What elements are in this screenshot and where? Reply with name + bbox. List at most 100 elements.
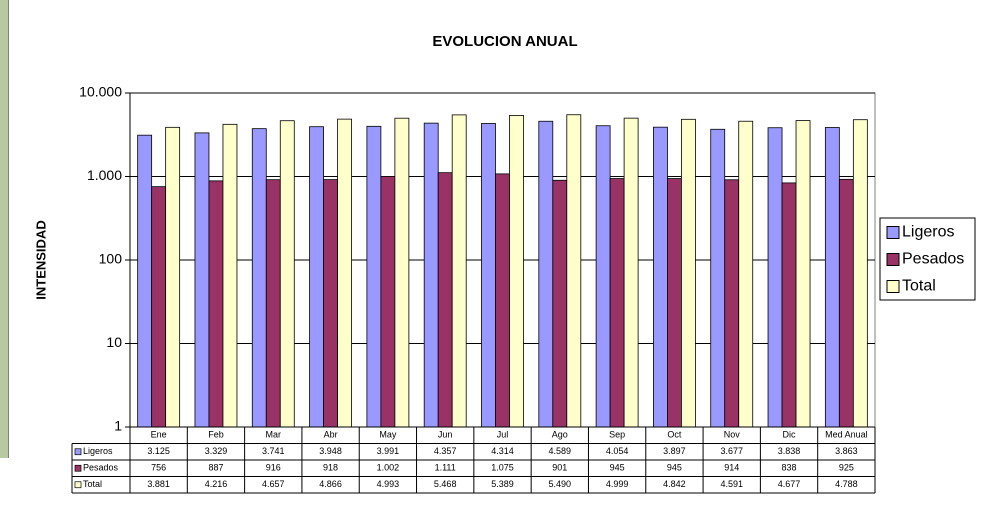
bar (265, 179, 281, 428)
bar (380, 176, 396, 428)
table-cell: 4.216 (205, 479, 228, 489)
table-cell: 925 (839, 463, 854, 473)
table-cell: 4.999 (606, 479, 629, 489)
legend-label: Pesados (902, 251, 964, 268)
legend-key (886, 226, 900, 239)
table-cell: 4.866 (319, 479, 342, 489)
chart-title: EVOLUCION ANUAL (432, 33, 577, 50)
y-tick-label: 10.000 (79, 84, 122, 100)
bar (309, 126, 324, 428)
table-key (74, 481, 82, 489)
x-tick-label: Oct (667, 430, 682, 440)
bar (538, 120, 554, 428)
table-cell: 945 (610, 463, 625, 473)
bar (595, 125, 611, 428)
x-tick-label: Sep (609, 430, 625, 440)
bar (366, 125, 382, 428)
bar (781, 182, 797, 428)
bar (481, 123, 496, 428)
x-tick-label: Mar (266, 430, 282, 440)
bar (767, 127, 783, 428)
table-cell: 3.948 (319, 446, 342, 456)
y-tick-label: 1 (114, 418, 122, 434)
table-cell: 4.314 (491, 446, 514, 456)
x-tick-label: Ago (552, 430, 568, 440)
table-cell: 5.389 (491, 479, 514, 489)
legend-key (886, 253, 900, 266)
x-tick-label: Jul (497, 430, 509, 440)
x-tick-label: Nov (724, 430, 741, 440)
bar (451, 114, 467, 428)
bar (323, 179, 338, 428)
y-tick-label: 1.000 (87, 167, 122, 183)
bar (838, 178, 854, 428)
y-axis-label: INTENSIDAD (33, 220, 48, 299)
table-cell: 3.991 (377, 446, 400, 456)
table-cell: 5.490 (549, 479, 572, 489)
bar (724, 179, 740, 428)
bar (165, 126, 181, 428)
table-key (74, 464, 82, 472)
bar (795, 120, 811, 428)
table-cell: 838 (782, 463, 797, 473)
bar (653, 126, 668, 428)
x-tick-label: Abr (324, 430, 338, 440)
table-cell: 4.591 (720, 479, 743, 489)
bar (137, 134, 153, 428)
bar (423, 122, 439, 428)
bar (710, 128, 726, 428)
table-cell: 887 (208, 463, 223, 473)
table-cell: 4.657 (262, 479, 285, 489)
table-key (74, 448, 82, 456)
legend-key (886, 280, 900, 293)
bar (552, 179, 568, 428)
x-tick-label: Dic (783, 430, 796, 440)
bar (337, 118, 352, 428)
bar (208, 180, 224, 428)
x-tick-label: May (379, 430, 397, 440)
bar (681, 118, 696, 428)
bar (824, 127, 840, 428)
legend-label: Ligeros (902, 224, 954, 241)
table-cell: 4.993 (377, 479, 400, 489)
table-cell: 3.329 (205, 446, 228, 456)
table-row-label: Ligeros (83, 446, 113, 456)
bar (222, 123, 238, 428)
table-cell: 3.677 (720, 446, 743, 456)
bar (194, 132, 210, 428)
table-cell: 916 (266, 463, 281, 473)
table-cell: 1.111 (435, 463, 456, 473)
table-cell: 4.054 (606, 446, 629, 456)
y-tick-label: 10 (106, 334, 122, 350)
bar (609, 178, 625, 428)
table-cell: 5.468 (434, 479, 457, 489)
x-tick-label: Jun (438, 430, 453, 440)
x-tick-label: Ene (151, 430, 167, 440)
table-cell: 3.863 (835, 446, 858, 456)
bar (251, 128, 267, 428)
bar (394, 117, 410, 428)
bar (667, 178, 682, 428)
bar (151, 186, 167, 428)
bar (495, 173, 510, 428)
table-cell: 945 (667, 463, 682, 473)
bar (437, 172, 453, 428)
bar (509, 115, 524, 428)
side-picture (0, 0, 8, 458)
table-cell: 4.357 (434, 446, 457, 456)
y-tick-label: 100 (99, 251, 123, 267)
table-cell: 901 (552, 463, 567, 473)
x-tick-label: Feb (208, 430, 224, 440)
table-cell: 4.842 (663, 479, 686, 489)
table-cell: 918 (323, 463, 338, 473)
table-cell: 3.881 (147, 479, 170, 489)
x-tick-label: Med Anual (825, 430, 868, 440)
bar (566, 114, 582, 428)
table-cell: 1.075 (491, 463, 514, 473)
table-cell: 4.589 (549, 446, 572, 456)
table-cell: 3.838 (778, 446, 801, 456)
table-cell: 3.125 (147, 446, 170, 456)
table-cell: 756 (151, 463, 166, 473)
